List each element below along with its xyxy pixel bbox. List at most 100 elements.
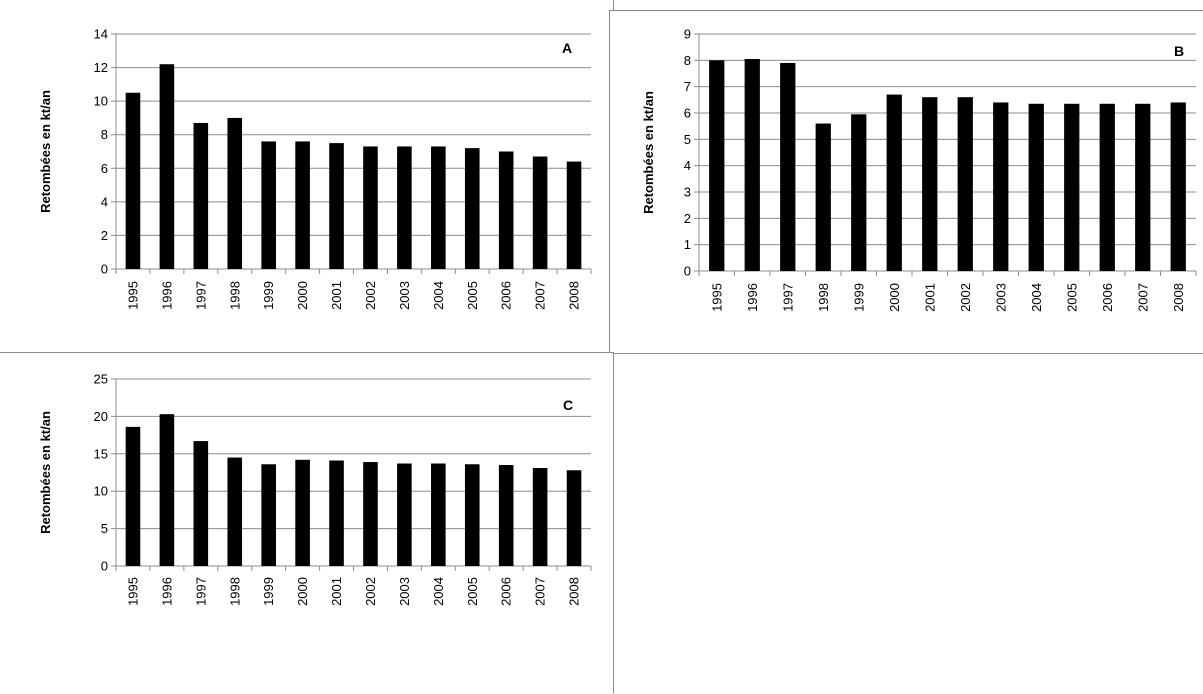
x-tick-label: 1998 <box>227 577 242 606</box>
x-tick-label: 2001 <box>922 283 937 312</box>
chart-panel-a: 0 2 4 6 8 10 12 14 1995 1996 1997 1998 1999 2000 2001 2… <box>0 0 614 356</box>
bar-2001 <box>329 460 344 566</box>
bar-2000 <box>295 141 310 269</box>
bar-1995 <box>709 60 725 272</box>
x-tick-label: 1997 <box>193 281 208 310</box>
bar-1998 <box>227 457 243 566</box>
bar-2005 <box>464 464 480 566</box>
bar-2000 <box>295 459 310 566</box>
x-tick-label: 1995 <box>125 577 140 606</box>
bar-1998 <box>227 117 243 269</box>
x-tick-label: 2005 <box>465 577 480 606</box>
x-tick-label: 2005 <box>465 281 480 310</box>
x-tick-label: 2008 <box>567 281 582 310</box>
y-tick-label: 15 <box>94 446 108 461</box>
y-tick-label: 14 <box>94 27 108 42</box>
x-tick-label: 2006 <box>499 577 514 606</box>
x-tick-label: 2002 <box>958 283 973 312</box>
y-tick-label: 5 <box>101 521 108 536</box>
y-tick-label: 0 <box>101 262 108 277</box>
bar-1997 <box>193 122 209 269</box>
bar-1999 <box>851 114 867 271</box>
bar-2008 <box>566 161 582 269</box>
bar-2001 <box>329 143 344 269</box>
bar-2008 <box>566 470 582 566</box>
x-tick-label: 2001 <box>329 281 344 310</box>
panel-label: C <box>563 397 573 413</box>
bar-1996 <box>159 414 175 566</box>
y-axis-title: Retombées en kt/an <box>641 91 656 214</box>
y-tick-label: 0 <box>684 264 691 279</box>
x-tick-label: 2004 <box>431 577 446 606</box>
y-tick-label: 2 <box>684 211 691 226</box>
y-tick-label: 4 <box>101 194 108 209</box>
x-tick-label: 1996 <box>159 281 174 310</box>
chart-panel-b: 0 1 2 3 4 5 6 7 8 9 1995 1996 1997 1998 1999 2000 2001 20… <box>609 10 1203 354</box>
y-tick-label: 10 <box>94 94 108 109</box>
bar-2002 <box>363 462 378 566</box>
bar-2002 <box>363 146 378 269</box>
y-tick-label: 25 <box>94 372 108 387</box>
x-tick-label: 2001 <box>329 577 344 606</box>
y-tick-label: 8 <box>101 127 108 142</box>
bar-1995 <box>125 426 141 566</box>
bar-2007 <box>1135 103 1151 272</box>
bar-2003 <box>993 102 1009 271</box>
y-tick-label: 20 <box>94 409 108 424</box>
x-tick-label: 1996 <box>159 577 174 606</box>
x-tick-label: 1997 <box>780 283 795 312</box>
y-axis-title: Retombées en kt/an <box>38 411 53 534</box>
x-tick-label: 1995 <box>709 283 724 312</box>
x-tick-label: 2007 <box>533 281 548 310</box>
panel-label: A <box>562 40 572 56</box>
x-tick-label: 2004 <box>1029 283 1044 312</box>
chart-panel-c: 0 5 10 15 20 25 1995 1996 1997 1998 1999 2000 2001 20… <box>0 352 614 693</box>
y-tick-label: 6 <box>684 106 691 121</box>
bar-2007 <box>532 468 548 566</box>
y-tick-label: 0 <box>101 559 108 574</box>
bar-2004 <box>431 463 446 566</box>
bar-2003 <box>397 146 412 269</box>
y-tick-label: 5 <box>684 132 691 147</box>
x-tick-label: 1998 <box>816 283 831 312</box>
y-tick-label: 6 <box>101 161 108 176</box>
bar-1999 <box>261 141 276 269</box>
x-tick-label: 1999 <box>261 281 276 310</box>
bar-2006 <box>1099 103 1115 272</box>
x-tick-label: 1997 <box>193 577 208 606</box>
y-tick-label: 10 <box>94 484 108 499</box>
y-tick-label: 1 <box>684 237 691 252</box>
x-tick-label: 2006 <box>1100 283 1115 312</box>
bar-1997 <box>780 62 796 271</box>
bar-2005 <box>464 148 480 269</box>
x-tick-label: 2008 <box>567 577 582 606</box>
y-tick-label: 8 <box>684 53 691 68</box>
y-axis-title: Retombées en kt/an <box>38 90 53 213</box>
chart-c-svg: 0 5 10 15 20 25 1995 1996 1997 1998 1999 2000 2001 20… <box>38 372 592 606</box>
y-tick-label: 4 <box>684 158 691 173</box>
bar-2004 <box>1028 103 1044 272</box>
x-tick-label: 2007 <box>533 577 548 606</box>
bar-1999 <box>261 464 276 566</box>
x-tick-label: 2000 <box>295 577 310 606</box>
bar-1998 <box>815 123 831 272</box>
x-tick-label: 2000 <box>295 281 310 310</box>
y-tick-label: 7 <box>684 79 691 94</box>
x-tick-label: 1996 <box>745 283 760 312</box>
chart-a-svg: 0 2 4 6 8 10 12 14 1995 1996 1997 1998 1999 2000 2001 2… <box>38 27 592 310</box>
bar-1996 <box>159 64 175 269</box>
chart-b-svg: 0 1 2 3 4 5 6 7 8 9 1995 1996 1997 1998 1999 2000 2001 20… <box>641 27 1197 312</box>
bar-2004 <box>431 146 446 269</box>
bar-2008 <box>1170 102 1186 271</box>
bar-1997 <box>193 441 209 566</box>
x-tick-label: 2002 <box>363 577 378 606</box>
x-tick-label: 2006 <box>499 281 514 310</box>
x-tick-label: 2004 <box>431 281 446 310</box>
panel-label: B <box>1174 43 1184 59</box>
y-tick-label: 12 <box>94 60 108 75</box>
x-tick-label: 2003 <box>993 283 1008 312</box>
x-tick-label: 2003 <box>397 577 412 606</box>
bar-2006 <box>498 465 514 566</box>
bar-1996 <box>744 59 760 272</box>
x-tick-label: 1999 <box>851 283 866 312</box>
